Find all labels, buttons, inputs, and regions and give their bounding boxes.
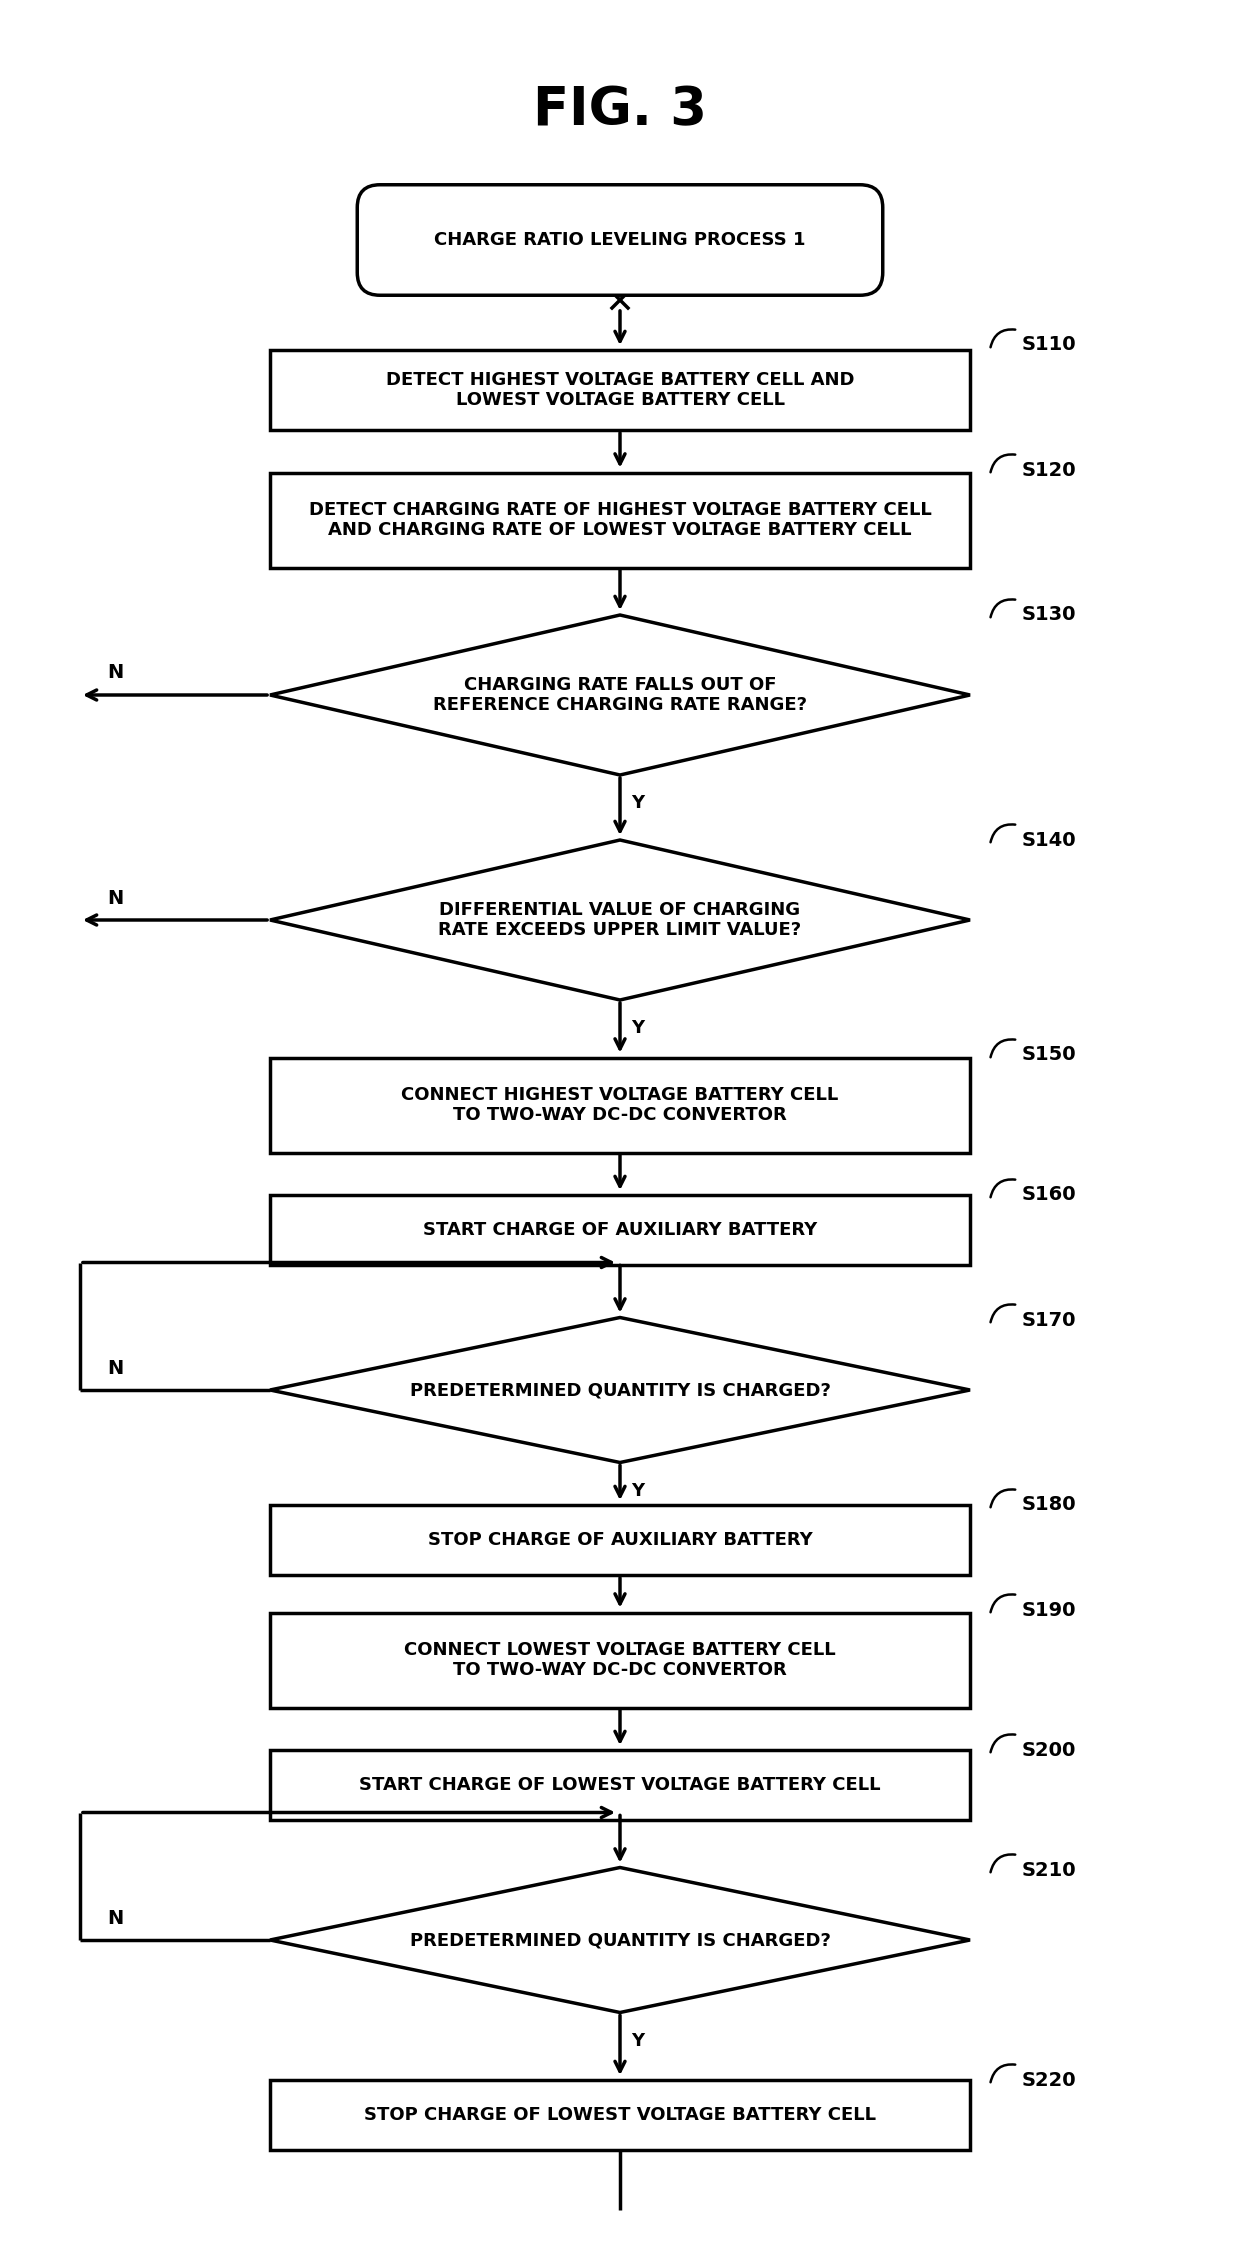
Polygon shape xyxy=(270,1867,970,2011)
Text: PREDETERMINED QUANTITY IS CHARGED?: PREDETERMINED QUANTITY IS CHARGED? xyxy=(409,1381,831,1399)
Polygon shape xyxy=(270,615,970,775)
Bar xyxy=(270,1611,970,1709)
Text: S120: S120 xyxy=(1022,461,1076,479)
Text: S220: S220 xyxy=(1022,2070,1076,2091)
Text: STOP CHARGE OF LOWEST VOLTAGE BATTERY CELL: STOP CHARGE OF LOWEST VOLTAGE BATTERY CE… xyxy=(365,2106,875,2124)
Bar xyxy=(270,472,970,567)
Text: PREDETERMINED QUANTITY IS CHARGED?: PREDETERMINED QUANTITY IS CHARGED? xyxy=(409,1930,831,1948)
Text: S140: S140 xyxy=(1022,829,1076,850)
Text: Y: Y xyxy=(631,1019,645,1037)
Text: N: N xyxy=(107,1907,123,1928)
Bar xyxy=(270,1749,970,1819)
Text: N: N xyxy=(107,1358,123,1379)
Polygon shape xyxy=(270,1318,970,1462)
Text: Y: Y xyxy=(631,1483,645,1498)
Text: DETECT CHARGING RATE OF HIGHEST VOLTAGE BATTERY CELL
AND CHARGING RATE OF LOWEST: DETECT CHARGING RATE OF HIGHEST VOLTAGE … xyxy=(309,502,931,540)
Bar xyxy=(270,1505,970,1575)
Text: S170: S170 xyxy=(1022,1311,1076,1329)
Text: START CHARGE OF LOWEST VOLTAGE BATTERY CELL: START CHARGE OF LOWEST VOLTAGE BATTERY C… xyxy=(360,1776,880,1794)
Text: Y: Y xyxy=(631,2032,645,2050)
Text: S200: S200 xyxy=(1022,1740,1076,1761)
Text: S180: S180 xyxy=(1022,1496,1076,1514)
Bar xyxy=(270,1058,970,1153)
Text: S190: S190 xyxy=(1022,1600,1076,1620)
Text: N: N xyxy=(107,888,123,909)
Text: S150: S150 xyxy=(1022,1046,1076,1064)
Text: CONNECT LOWEST VOLTAGE BATTERY CELL
TO TWO-WAY DC-DC CONVERTOR: CONNECT LOWEST VOLTAGE BATTERY CELL TO T… xyxy=(404,1641,836,1679)
Text: CHARGING RATE FALLS OUT OF
REFERENCE CHARGING RATE RANGE?: CHARGING RATE FALLS OUT OF REFERENCE CHA… xyxy=(433,676,807,714)
Text: DIFFERENTIAL VALUE OF CHARGING
RATE EXCEEDS UPPER LIMIT VALUE?: DIFFERENTIAL VALUE OF CHARGING RATE EXCE… xyxy=(439,899,801,940)
Text: Y: Y xyxy=(631,793,645,811)
Text: DETECT HIGHEST VOLTAGE BATTERY CELL AND
LOWEST VOLTAGE BATTERY CELL: DETECT HIGHEST VOLTAGE BATTERY CELL AND … xyxy=(386,371,854,409)
Bar xyxy=(270,350,970,429)
Text: CHARGE RATIO LEVELING PROCESS 1: CHARGE RATIO LEVELING PROCESS 1 xyxy=(434,231,806,249)
Text: S210: S210 xyxy=(1022,1860,1076,1880)
Text: S130: S130 xyxy=(1022,606,1076,624)
Text: FIG. 3: FIG. 3 xyxy=(533,84,707,136)
Bar xyxy=(270,2079,970,2149)
Text: CONNECT HIGHEST VOLTAGE BATTERY CELL
TO TWO-WAY DC-DC CONVERTOR: CONNECT HIGHEST VOLTAGE BATTERY CELL TO … xyxy=(402,1085,838,1125)
Text: N: N xyxy=(107,664,123,683)
Text: STOP CHARGE OF AUXILIARY BATTERY: STOP CHARGE OF AUXILIARY BATTERY xyxy=(428,1530,812,1548)
Text: S160: S160 xyxy=(1022,1186,1076,1205)
Text: START CHARGE OF AUXILIARY BATTERY: START CHARGE OF AUXILIARY BATTERY xyxy=(423,1220,817,1238)
Polygon shape xyxy=(270,841,970,999)
FancyBboxPatch shape xyxy=(357,185,883,296)
Text: S110: S110 xyxy=(1022,334,1076,355)
Bar xyxy=(270,1196,970,1266)
